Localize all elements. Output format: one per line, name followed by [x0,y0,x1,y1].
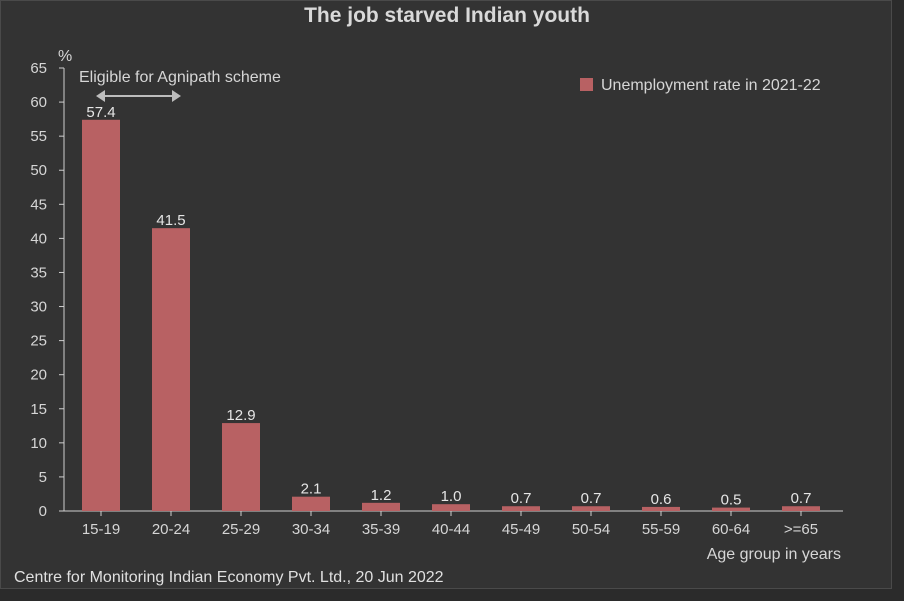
bar [152,228,190,511]
y-tick-label: 65 [30,60,47,77]
y-tick-label: 45 [30,196,47,213]
chart-panel: The job starved Indian youth 0 5 10 15 20 25 3… [0,0,892,589]
x-tick-label: 50-54 [572,521,610,538]
x-tick-label: 15-19 [82,521,120,538]
data-label: 1.2 [371,487,392,504]
legend-label: Unemployment rate in 2021-22 [601,77,821,94]
bar [782,506,820,511]
x-tick-label: 20-24 [152,521,190,538]
bar [712,507,750,511]
x-tick-label: 30-34 [292,521,330,538]
legend-swatch [580,78,593,91]
data-label: 57.4 [86,104,115,121]
x-tick-label: 35-39 [362,521,400,538]
y-tick-label: 40 [30,230,47,247]
legend: Unemployment rate in 2021-22 [580,77,821,94]
data-label: 0.7 [581,490,602,507]
annotation-text: Eligible for Agnipath scheme [79,69,281,86]
bar [222,423,260,511]
data-label: 0.7 [511,490,532,507]
y-tick-label: 10 [30,435,47,452]
x-tick-label: >=65 [784,521,818,538]
x-axis-title: Age group in years [707,546,841,563]
x-tick-label: 55-59 [642,521,680,538]
chart-title: The job starved Indian youth [304,4,590,27]
data-label: 0.7 [791,490,812,507]
x-tick-label: 60-64 [712,521,750,538]
data-label: 12.9 [226,407,255,424]
y-tick-label: 25 [30,333,47,350]
bar [82,119,120,511]
bar [502,506,540,511]
double-arrow-icon [96,90,181,102]
y-tick-label: 20 [30,367,47,384]
y-tick-label: 50 [30,162,47,179]
bar [432,504,470,511]
y-tick-label: 15 [30,401,47,418]
y-tick-label: 0 [39,503,47,520]
arrow-head-right [172,90,181,102]
x-tick-label: 25-29 [222,521,260,538]
bar [362,502,400,511]
data-label: 1.0 [441,488,462,505]
data-label: 41.5 [156,212,185,229]
data-label: 0.5 [721,492,742,509]
x-tick-label: 45-49 [502,521,540,538]
data-label: 2.1 [301,481,322,498]
x-tick-label: 40-44 [432,521,470,538]
y-tick-label: 30 [30,299,47,316]
bar [572,506,610,511]
data-label: 0.6 [651,491,672,508]
arrow-head-left [96,90,105,102]
bar-chart: 0 5 10 15 20 25 30 35 40 45 50 55 60 65 15-19 20-24 25-… [30,48,843,563]
y-tick-label: 60 [30,94,47,111]
source-credit: Centre for Monitoring Indian Economy Pvt… [14,569,444,586]
bar [642,506,680,511]
y-tick-label: 5 [39,469,47,486]
y-axis-unit: % [58,48,72,65]
bar [292,496,330,511]
annotation: Eligible for Agnipath scheme [79,69,281,102]
y-tick-label: 55 [30,128,47,145]
y-tick-label: 35 [30,264,47,281]
